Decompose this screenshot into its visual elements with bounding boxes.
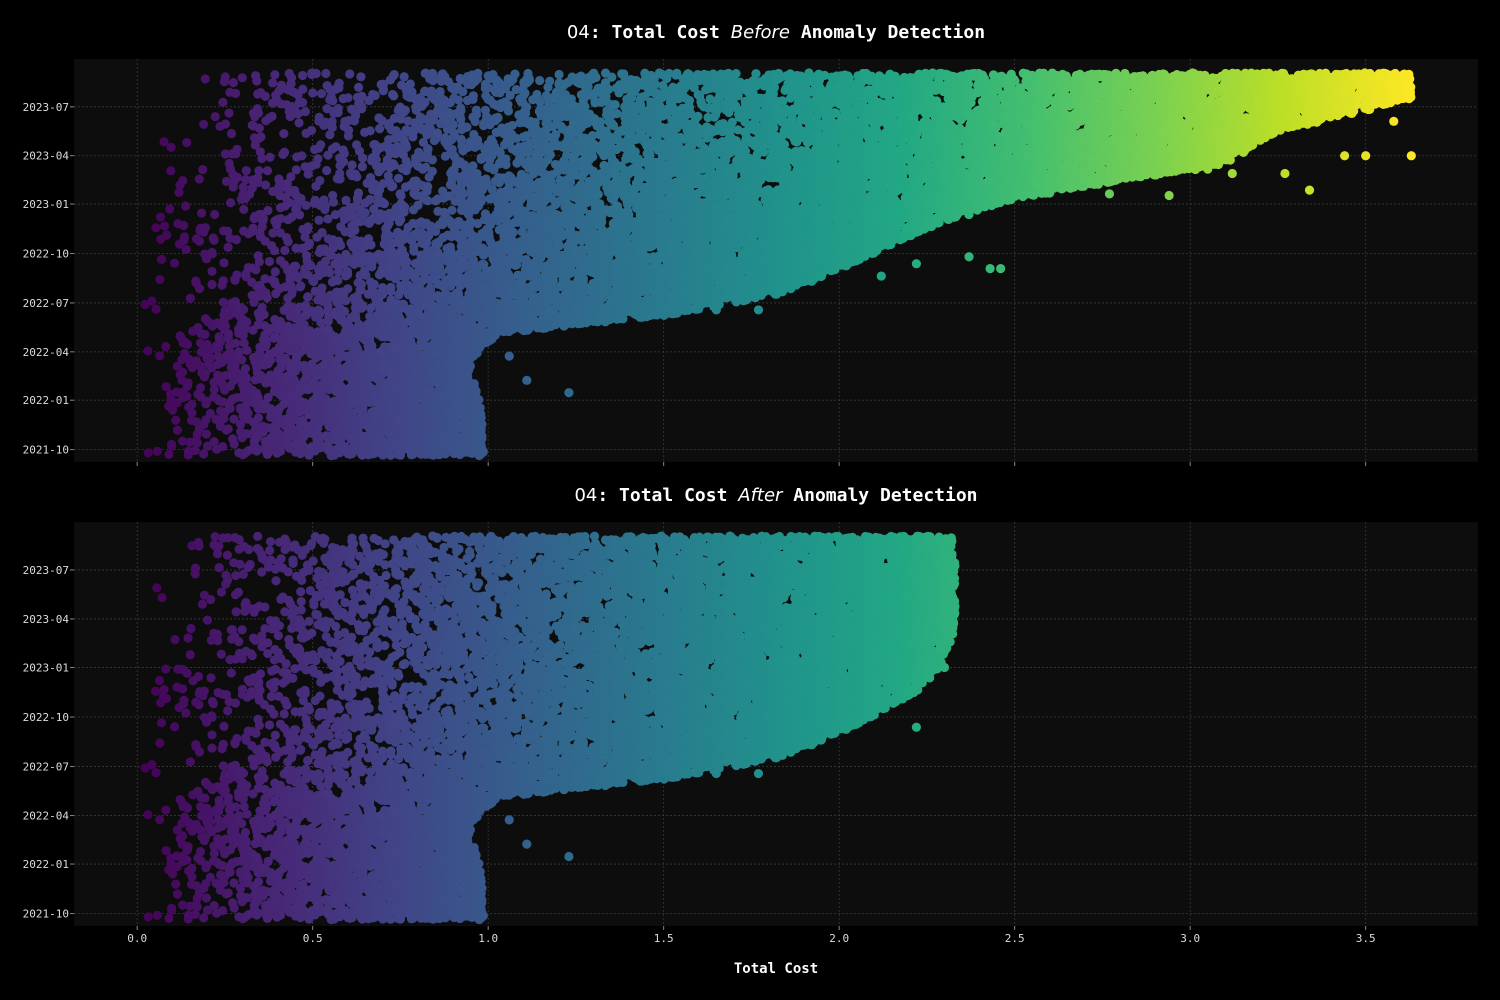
data-point xyxy=(254,251,263,260)
data-point xyxy=(260,274,269,283)
data-point xyxy=(147,296,156,305)
data-point xyxy=(235,347,244,356)
data-point xyxy=(224,350,233,359)
data-point xyxy=(207,267,216,276)
data-point xyxy=(155,275,164,284)
data-point xyxy=(301,301,310,310)
data-point xyxy=(265,257,274,266)
data-point xyxy=(324,325,333,334)
data-point xyxy=(303,292,312,301)
data-point xyxy=(270,315,279,324)
data-point xyxy=(164,450,173,459)
data-point xyxy=(341,250,350,259)
data-point xyxy=(180,349,189,358)
data-point xyxy=(231,297,240,306)
data-point xyxy=(394,300,403,309)
data-point xyxy=(403,280,412,289)
data-point xyxy=(207,280,216,289)
data-point xyxy=(219,258,228,267)
data-point xyxy=(280,246,289,255)
data-point xyxy=(290,262,299,271)
data-point xyxy=(446,242,455,251)
data-point xyxy=(426,283,435,292)
data-point xyxy=(343,284,352,293)
data-point xyxy=(386,295,395,304)
data-point xyxy=(224,243,233,252)
data-point xyxy=(155,351,164,360)
data-point xyxy=(322,431,331,440)
data-point xyxy=(271,267,280,276)
data-point xyxy=(316,245,325,254)
data-point xyxy=(201,314,210,323)
data-point xyxy=(374,250,383,259)
data-point xyxy=(380,342,389,351)
data-point xyxy=(167,440,176,449)
data-point xyxy=(210,437,219,446)
data-point xyxy=(193,323,202,332)
data-point xyxy=(162,382,171,391)
data-point xyxy=(241,364,250,373)
data-point xyxy=(397,246,406,255)
data-point xyxy=(207,248,216,257)
data-point xyxy=(216,406,225,415)
data-point xyxy=(152,305,161,314)
data-point xyxy=(206,409,215,418)
data-point xyxy=(276,256,285,265)
data-point xyxy=(232,270,241,279)
data-point xyxy=(191,276,200,285)
data-point xyxy=(386,283,395,292)
data-point xyxy=(178,437,187,446)
data-point xyxy=(219,298,228,307)
data-point xyxy=(254,413,263,422)
data-point xyxy=(213,371,222,380)
data-point xyxy=(219,276,228,285)
data-point xyxy=(228,434,237,443)
data-point xyxy=(224,424,233,433)
data-point xyxy=(258,303,267,312)
data-point xyxy=(291,244,300,253)
data-point xyxy=(200,330,209,339)
data-point xyxy=(314,306,323,315)
data-point xyxy=(451,290,460,299)
data-point xyxy=(479,260,488,269)
data-point xyxy=(296,282,305,291)
data-point xyxy=(365,312,374,321)
data-point xyxy=(378,283,387,292)
data-point xyxy=(161,342,170,351)
data-point xyxy=(330,275,339,284)
data-point xyxy=(173,426,182,435)
data-point xyxy=(171,416,180,425)
data-point xyxy=(187,400,196,409)
data-point xyxy=(190,446,199,455)
data-point xyxy=(196,338,205,347)
data-point xyxy=(196,383,205,392)
data-point xyxy=(283,302,292,311)
data-point xyxy=(229,415,238,424)
data-point xyxy=(176,331,185,340)
data-point xyxy=(186,294,195,303)
data-point xyxy=(317,283,326,292)
data-point xyxy=(218,442,227,451)
data-point xyxy=(157,255,166,264)
data-point xyxy=(144,448,153,457)
data-point xyxy=(143,346,152,355)
data-point xyxy=(192,356,201,365)
data-point xyxy=(170,259,179,268)
chart-panel-before: 2021-102022-012022-042022-072022-102023-… xyxy=(23,22,1478,466)
data-point xyxy=(258,422,267,431)
data-point xyxy=(153,447,162,456)
data-point xyxy=(248,264,257,273)
